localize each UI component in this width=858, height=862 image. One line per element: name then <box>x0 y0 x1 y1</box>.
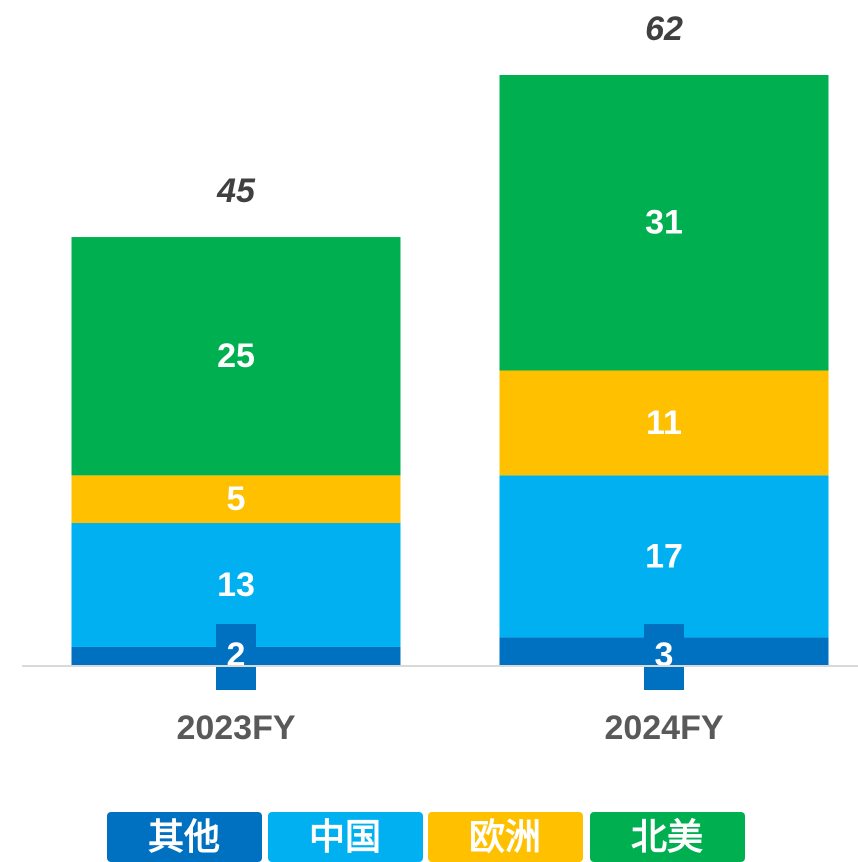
bar-segment <box>71 237 401 476</box>
legend-label: 其他 <box>148 816 220 858</box>
legend-swatch <box>590 812 745 862</box>
legend-label: 中国 <box>309 816 381 858</box>
value-label: 25 <box>217 337 255 375</box>
value-label: 11 <box>646 404 682 442</box>
legend-swatch <box>268 812 423 862</box>
label-box <box>216 624 256 690</box>
x-tick-label: 2024FY <box>604 709 723 747</box>
legend-label: 欧洲 <box>469 816 541 858</box>
bar-segment <box>499 370 829 476</box>
total-label: 45 <box>216 172 256 210</box>
value-label: 5 <box>227 480 246 518</box>
value-label: 13 <box>217 566 255 604</box>
x-tick-label: 2023FY <box>176 709 295 747</box>
bar-segment <box>71 475 401 524</box>
value-label: 17 <box>645 537 683 575</box>
label-box <box>644 624 684 690</box>
bar-segment <box>499 75 829 371</box>
value-label: 2 <box>227 636 246 674</box>
legend-label: 北美 <box>631 816 703 858</box>
legend-swatch <box>428 812 583 862</box>
value-label: 31 <box>645 204 683 242</box>
legend-swatch <box>107 812 262 862</box>
total-label: 62 <box>645 10 683 48</box>
value-label: 3 <box>655 636 674 674</box>
bar-segment <box>499 475 829 638</box>
